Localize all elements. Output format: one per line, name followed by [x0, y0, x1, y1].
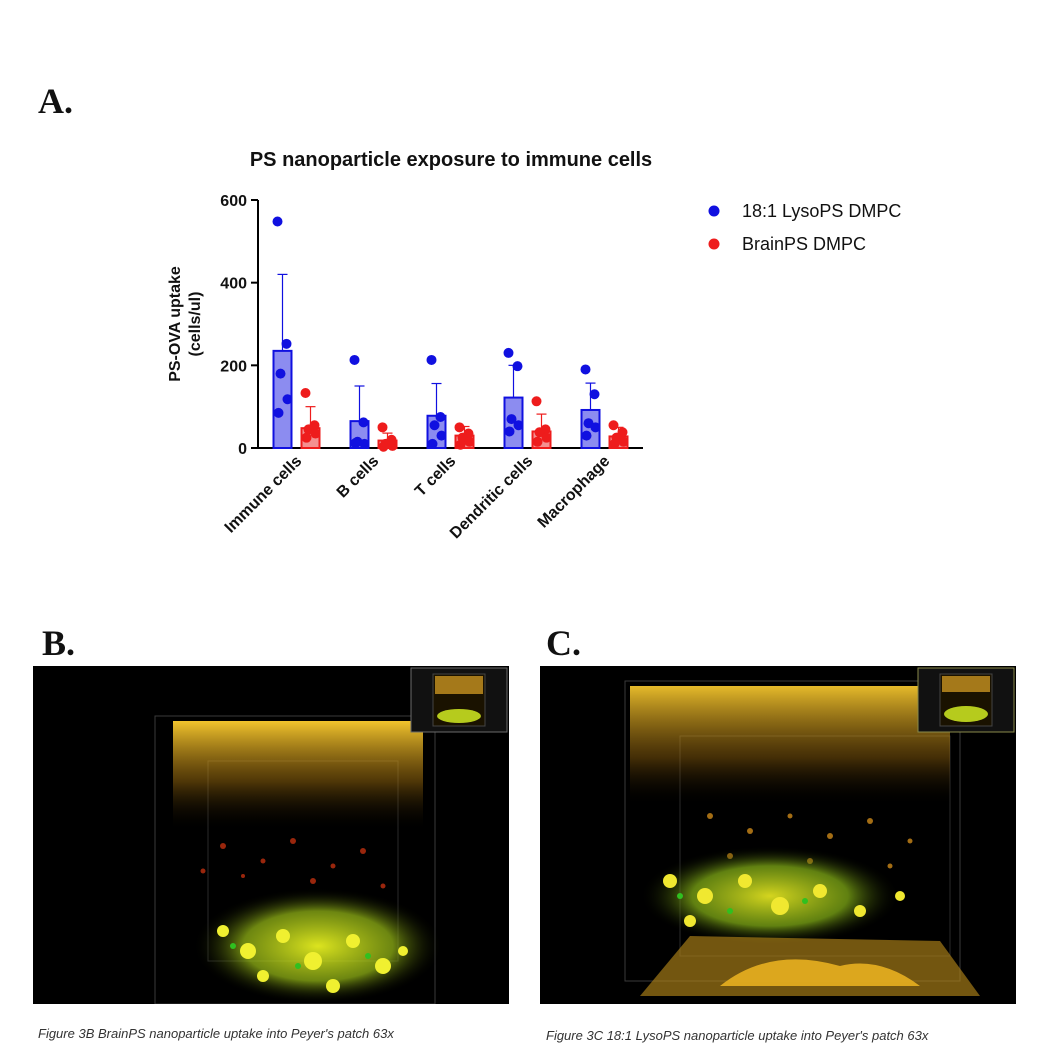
- data-point-0-0-2: [275, 368, 286, 379]
- caption-c: Figure 3C 18:1 LysoPS nanoparticle uptak…: [546, 1028, 929, 1043]
- data-point-1-2-4: [455, 439, 466, 450]
- y-tick-label-3: 600: [220, 193, 247, 210]
- data-point-0-0-3: [282, 394, 293, 405]
- data-point-0-0-1: [281, 338, 292, 349]
- data-point-0-3-1: [512, 361, 523, 372]
- data-point-1-1-3: [387, 440, 398, 451]
- data-point-1-2-0: [454, 422, 465, 433]
- data-point-0-1-4: [350, 438, 361, 449]
- panel-label-a: A.: [38, 81, 73, 121]
- data-point-1-0-4: [301, 432, 312, 443]
- legend-marker-0: [708, 205, 720, 217]
- panel-label-c: C.: [546, 623, 581, 663]
- data-point-0-0-0: [272, 216, 283, 227]
- data-point-0-4-1: [589, 389, 600, 400]
- data-point-1-3-2: [534, 427, 545, 438]
- data-point-1-3-4: [532, 436, 543, 447]
- data-point-0-1-3: [359, 438, 370, 449]
- data-point-1-1-0: [377, 422, 388, 433]
- data-point-0-2-3: [436, 430, 447, 441]
- data-point-0-3-0: [503, 347, 514, 358]
- bar-chart: PS nanoparticle exposure to immune cells…: [167, 149, 901, 542]
- data-point-0-4-3: [590, 422, 601, 433]
- microscopy-image-b: [33, 666, 509, 1004]
- y-axis-label-line-1: (cells/ul): [187, 292, 204, 357]
- data-point-1-0-0: [300, 388, 311, 399]
- caption-b: Figure 3B BrainPS nanoparticle uptake in…: [38, 1026, 394, 1041]
- data-point-1-4-0: [608, 420, 619, 431]
- x-tick-label-3: Dendritic cells: [447, 453, 536, 542]
- legend-marker-1: [708, 238, 720, 250]
- data-point-1-3-0: [531, 396, 542, 407]
- x-tick-label-1: B cells: [334, 453, 383, 502]
- data-point-0-2-1: [435, 412, 446, 422]
- x-tick-label-2: T cells: [412, 453, 459, 500]
- x-tick-label-0: Immune cells: [222, 453, 306, 537]
- data-point-0-3-4: [504, 426, 515, 437]
- data-point-0-4-0: [580, 364, 591, 375]
- data-point-1-4-3: [618, 436, 629, 447]
- data-point-0-3-2: [506, 414, 517, 425]
- legend-label-0: 18:1 LysoPS DMPC: [742, 201, 901, 221]
- chart-title: PS nanoparticle exposure to immune cells: [250, 149, 652, 171]
- x-tick-label-4: Macrophage: [535, 453, 614, 532]
- data-point-0-0-4: [273, 407, 284, 418]
- data-point-1-2-3: [464, 436, 475, 447]
- data-point-0-1-1: [358, 417, 369, 428]
- y-axis-label-line-0: PS-OVA uptake: [167, 266, 184, 382]
- data-point-1-0-3: [310, 428, 321, 439]
- data-point-0-3-3: [513, 420, 524, 431]
- y-tick-label-0: 0: [238, 441, 247, 458]
- microscopy-image-c: [540, 666, 1016, 1004]
- data-point-0-2-0: [426, 354, 437, 365]
- legend-label-1: BrainPS DMPC: [742, 234, 866, 254]
- y-tick-label-2: 400: [220, 276, 247, 293]
- data-point-0-2-2: [429, 420, 440, 431]
- data-point-1-4-4: [609, 438, 620, 449]
- data-point-0-1-0: [349, 354, 360, 365]
- y-tick-label-1: 200: [220, 358, 247, 375]
- data-point-1-3-3: [541, 432, 552, 443]
- data-point-1-1-4: [378, 441, 389, 452]
- panel-label-b: B.: [42, 623, 76, 663]
- data-point-0-2-4: [427, 438, 438, 449]
- data-point-0-4-4: [581, 430, 592, 441]
